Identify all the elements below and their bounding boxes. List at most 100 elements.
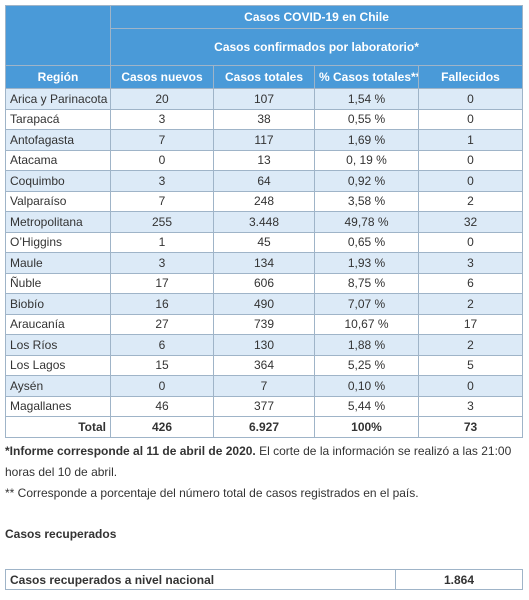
cell: 32 <box>417 211 524 233</box>
total-cell: Total <box>5 416 111 438</box>
cell: 0,92 % <box>314 170 419 192</box>
cell: 3 <box>417 252 524 274</box>
cell: Coquimbo <box>5 170 111 192</box>
cell: 3 <box>110 252 214 274</box>
cell: 7,07 % <box>314 293 419 315</box>
cell: Los Lagos <box>5 354 111 376</box>
cell: 0 <box>417 375 524 397</box>
data-row: Tarapacá 3 38 0,55 % 0 <box>5 108 524 130</box>
note-text: El corte de la información se realizó a … <box>5 444 512 479</box>
total-cell: 73 <box>417 416 524 438</box>
data-row: Aysén 0 7 0,10 % 0 <box>5 375 524 397</box>
cell: Antofagasta <box>5 129 111 151</box>
cell: 6 <box>417 272 524 294</box>
table-subtitle: Casos confirmados por laboratorio* <box>109 28 524 66</box>
cell: 1 <box>110 231 214 253</box>
data-row: Biobío 16 490 7,07 % 2 <box>5 293 524 315</box>
data-row: Ñuble 17 606 8,75 % 6 <box>5 272 524 294</box>
data-row: Coquimbo 3 64 0,92 % 0 <box>5 170 524 192</box>
cell: 606 <box>213 272 315 294</box>
cell: Magallanes <box>5 395 111 417</box>
cell: 3 <box>110 108 214 130</box>
cell: Metropolitana <box>5 211 111 233</box>
cell: 49,78 % <box>314 211 419 233</box>
note: ** Corresponde a porcentaje del número t… <box>5 486 419 500</box>
data-row: Magallanes 46 377 5,44 % 3 <box>5 395 524 417</box>
total-row: Total 426 6.927 100% 73 <box>5 416 524 438</box>
recovered-heading: Casos recuperados <box>5 527 117 541</box>
cell: 16 <box>110 293 214 315</box>
cell: O’Higgins <box>5 231 111 253</box>
cell: 107 <box>213 88 315 110</box>
cell: 38 <box>213 108 315 130</box>
cell: Maule <box>5 252 111 274</box>
column-header: Casos nuevos <box>110 65 214 89</box>
column-header: Fallecidos <box>417 65 524 89</box>
cell: 0 <box>110 149 214 171</box>
cell: 5,25 % <box>314 354 419 376</box>
cell: Arica y Parinacota <box>5 88 111 110</box>
column-header: Casos totales <box>213 65 315 89</box>
cell: 0,55 % <box>314 108 419 130</box>
data-row: Arica y Parinacota 20 107 1,54 % 0 <box>5 88 524 110</box>
cell: Atacama <box>5 149 111 171</box>
cell: 2 <box>417 293 524 315</box>
cell: 0 <box>417 149 524 171</box>
recovered-label: Casos recuperados a nivel nacional <box>5 569 396 590</box>
cell: 1,54 % <box>314 88 419 110</box>
cell: 255 <box>110 211 214 233</box>
cell: 248 <box>213 190 315 212</box>
cell: 2 <box>417 190 524 212</box>
cell: 1,93 % <box>314 252 419 274</box>
cell: 7 <box>110 190 214 212</box>
cell: 5 <box>417 354 524 376</box>
cell: Tarapacá <box>5 108 111 130</box>
cell: 0, 19 % <box>314 149 419 171</box>
header-row: Región Casos nuevos Casos totales% Casos t… <box>5 65 524 89</box>
total-cell: 100% <box>314 416 419 438</box>
cell: 20 <box>110 88 214 110</box>
cell: Biobío <box>5 293 111 315</box>
cell: Aysén <box>5 375 111 397</box>
cell: 7 <box>110 129 214 151</box>
total-cell: 6.927 <box>213 416 315 438</box>
cell: 10,67 % <box>314 313 419 335</box>
cell: 3 <box>110 170 214 192</box>
data-row: Maule 3 134 1,93 % 3 <box>5 252 524 274</box>
cell: 0 <box>110 375 214 397</box>
cell: 17 <box>110 272 214 294</box>
cell: 64 <box>213 170 315 192</box>
cell: 0 <box>417 170 524 192</box>
cell: 7 <box>213 375 315 397</box>
cell: 0,65 % <box>314 231 419 253</box>
cell: 5,44 % <box>314 395 419 417</box>
cell: 8,75 % <box>314 272 419 294</box>
data-row: Araucanía 27 739 10,67 % 17 <box>5 313 524 335</box>
data-row: O’Higgins 1 45 0,65 % 0 <box>5 231 524 253</box>
cell: 46 <box>110 395 214 417</box>
cell: 0,10 % <box>314 375 419 397</box>
cell: 2 <box>417 334 524 356</box>
cell: 3 <box>417 395 524 417</box>
cell: 45 <box>213 231 315 253</box>
data-row: Los Lagos 15 364 5,25 % 5 <box>5 354 524 376</box>
column-header: Región <box>5 65 111 89</box>
cell: 364 <box>213 354 315 376</box>
recovered-value: 1.864 <box>395 569 523 590</box>
cell: 134 <box>213 252 315 274</box>
data-row: Metropolitana 255 3.448 49,78 % 32 <box>5 211 524 233</box>
cell: 3.448 <box>213 211 315 233</box>
cell: 3,58 % <box>314 190 419 212</box>
cell: 1 <box>417 129 524 151</box>
cell: 15 <box>110 354 214 376</box>
cell: Los Ríos <box>5 334 111 356</box>
data-row: Atacama 0 13 0, 19 % 0 <box>5 149 524 171</box>
cell: 130 <box>213 334 315 356</box>
cell: Valparaíso <box>5 190 111 212</box>
data-row: Valparaíso 7 248 3,58 % 2 <box>5 190 524 212</box>
cell: 1,69 % <box>314 129 419 151</box>
cell: Araucanía <box>5 313 111 335</box>
cell: 1,88 % <box>314 334 419 356</box>
cell: 117 <box>213 129 315 151</box>
